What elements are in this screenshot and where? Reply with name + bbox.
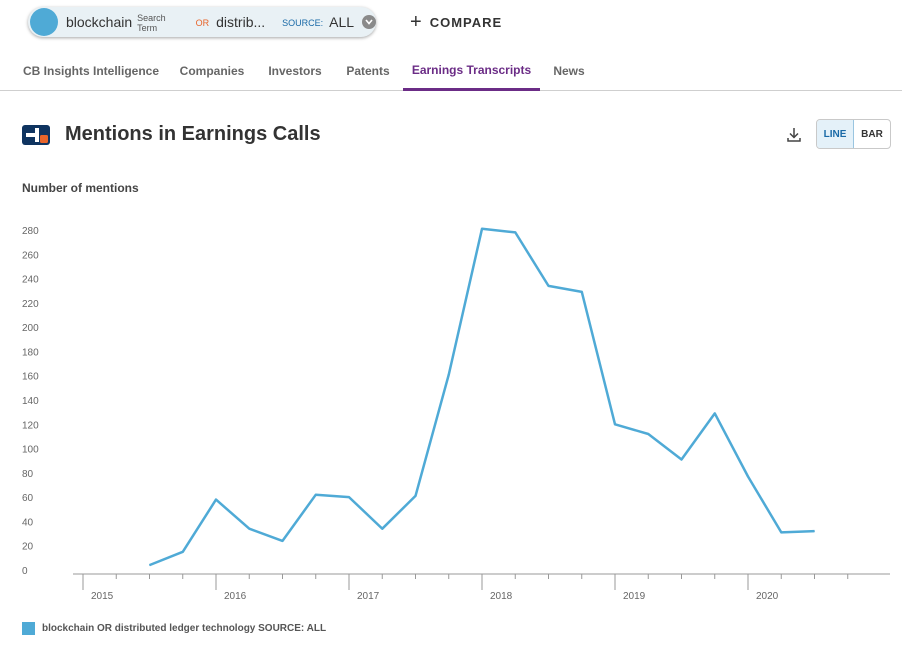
line-toggle-button[interactable]: LINE: [817, 120, 854, 148]
y-tick-label: 160: [22, 372, 39, 383]
search-color-dot: [30, 8, 58, 36]
search-operator: OR: [195, 18, 210, 28]
tab-cb-insights-intelligence[interactable]: CB Insights Intelligence: [22, 64, 160, 78]
tab-investors[interactable]: Investors: [268, 64, 322, 78]
y-tick-label: 140: [22, 396, 39, 407]
y-tick-label: 100: [22, 445, 39, 456]
data-point[interactable]: [248, 528, 250, 530]
data-point[interactable]: [481, 228, 483, 230]
data-point[interactable]: [614, 423, 616, 425]
x-tick-label: 2018: [490, 591, 513, 602]
data-point[interactable]: [581, 291, 583, 293]
data-point[interactable]: [348, 496, 350, 498]
data-point[interactable]: [514, 231, 516, 233]
legend-swatch: [22, 622, 35, 635]
y-tick-label: 0: [22, 566, 28, 577]
y-tick-label: 40: [22, 517, 34, 528]
chevron-down-icon[interactable]: [362, 15, 376, 29]
search-term-type: Search Term: [137, 13, 166, 33]
tab-companies[interactable]: Companies: [179, 64, 245, 78]
data-point[interactable]: [381, 528, 383, 530]
x-tick-label: 2016: [224, 591, 247, 602]
data-point[interactable]: [548, 285, 549, 287]
y-tick-label: 260: [22, 250, 39, 261]
source-label: SOURCE:: [282, 18, 324, 28]
mentions-line-chart: 020406080100120140160180200220240260280 …: [22, 226, 890, 602]
y-tick-label: 200: [22, 323, 39, 334]
data-point[interactable]: [714, 412, 716, 414]
y-tick-label: 220: [22, 299, 39, 310]
source-value[interactable]: ALL: [329, 14, 355, 30]
x-tick-label: 2017: [357, 591, 380, 602]
x-tick-label: 2020: [756, 591, 779, 602]
data-point[interactable]: [315, 494, 317, 496]
y-tick-label: 240: [22, 275, 39, 286]
y-tick-label: 60: [22, 493, 34, 504]
search-pill[interactable]: blockchain Search Term OR distrib... SOU…: [28, 7, 376, 37]
series-line: [149, 227, 815, 567]
tab-earnings-transcripts[interactable]: Earnings Transcripts: [403, 52, 540, 91]
data-point[interactable]: [182, 551, 184, 553]
y-axis-label: Number of mentions: [22, 181, 139, 195]
x-tick-label: 2019: [623, 591, 646, 602]
data-point[interactable]: [149, 564, 150, 566]
y-tick-label: 280: [22, 226, 39, 237]
data-point[interactable]: [415, 495, 416, 497]
plus-icon: +: [410, 11, 422, 33]
search-term-2[interactable]: distrib...: [216, 14, 266, 30]
page-title: Mentions in Earnings Calls: [65, 123, 321, 145]
compare-label: COMPARE: [429, 14, 503, 30]
data-point[interactable]: [448, 374, 450, 375]
y-tick-label: 20: [22, 542, 34, 553]
tab-bar: CB Insights Intelligence Companies Inves…: [0, 52, 902, 91]
y-tick-label: 120: [22, 420, 39, 431]
data-point[interactable]: [647, 433, 649, 435]
chart-type-toggle: LINE BAR: [816, 119, 891, 149]
data-point[interactable]: [780, 531, 782, 533]
search-term[interactable]: blockchain: [66, 14, 133, 30]
y-tick-label: 80: [22, 469, 34, 480]
data-point[interactable]: [282, 540, 283, 542]
x-tick-label: 2015: [91, 591, 114, 602]
data-point[interactable]: [814, 530, 815, 532]
download-icon[interactable]: [786, 126, 802, 144]
compare-button[interactable]: + COMPARE: [410, 12, 502, 32]
bar-toggle-button[interactable]: BAR: [861, 128, 883, 140]
legend-label: blockchain OR distributed ledger technol…: [42, 623, 327, 634]
data-point[interactable]: [215, 499, 217, 501]
data-point[interactable]: [747, 476, 749, 477]
chart-legend: blockchain OR distributed ledger technol…: [22, 622, 326, 635]
tab-patents[interactable]: Patents: [346, 64, 390, 78]
y-tick-label: 180: [22, 347, 39, 358]
cb-insights-logo: [22, 125, 50, 145]
data-point[interactable]: [681, 459, 682, 460]
tab-news[interactable]: News: [553, 64, 585, 78]
